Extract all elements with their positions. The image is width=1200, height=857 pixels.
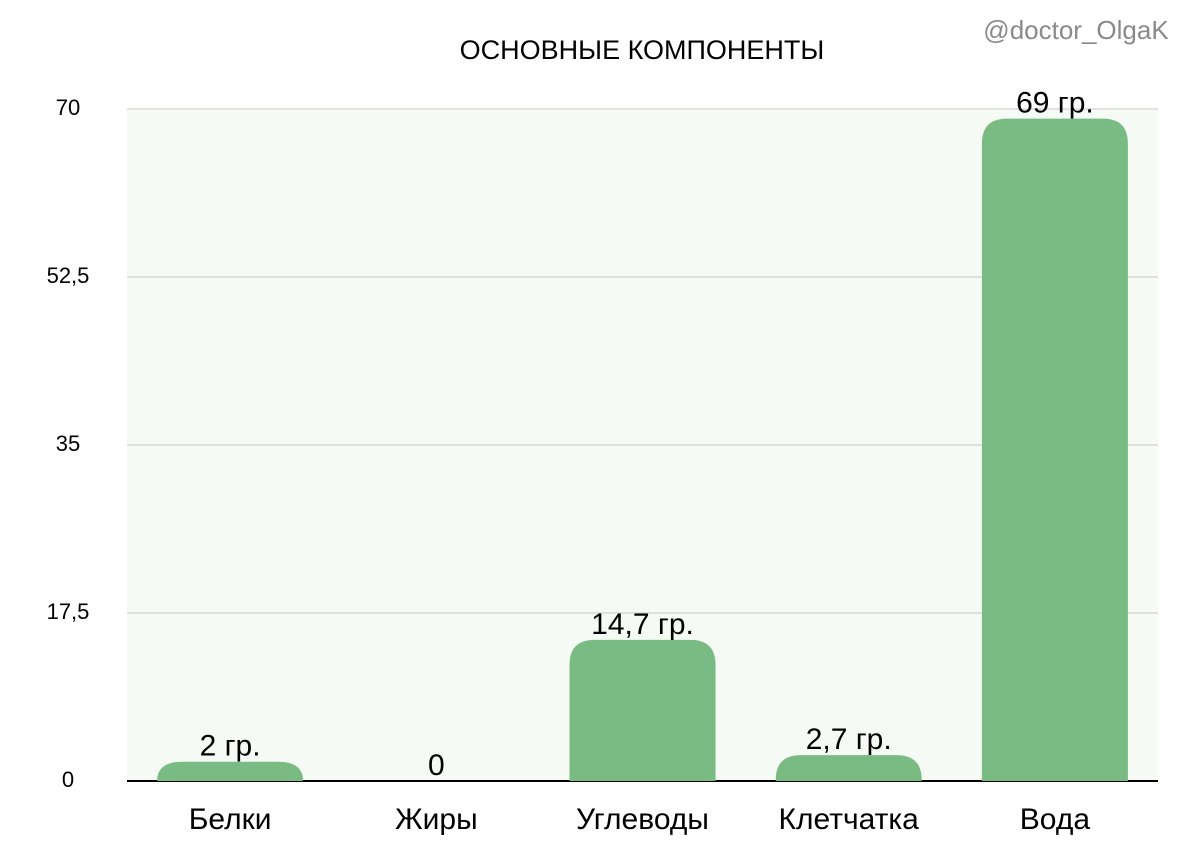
y-tick-label: 0 <box>62 767 74 792</box>
bar <box>157 761 304 781</box>
data-label: 2 гр. <box>200 730 261 763</box>
y-tick-label: 35 <box>56 431 80 456</box>
x-tick-label: Вода <box>1020 803 1091 836</box>
data-label: 14,7 гр. <box>591 608 694 641</box>
data-label: 2,7 гр. <box>806 723 892 756</box>
watermark: @doctor_OlgaK <box>983 15 1169 45</box>
x-tick-label: Углеводы <box>576 803 709 836</box>
x-tick-label: Жиры <box>395 803 478 836</box>
data-label: 0 <box>428 749 445 782</box>
x-tick-label: Клетчатка <box>779 803 920 836</box>
bar <box>981 118 1128 782</box>
x-tick-label: Белки <box>189 803 272 836</box>
bar <box>569 639 716 781</box>
y-tick-label: 70 <box>56 95 80 120</box>
chart-title: ОСНОВНЫЕ КОМПОНЕНТЫ <box>460 35 825 65</box>
data-label: 69 гр. <box>1016 87 1094 120</box>
y-tick-label: 17,5 <box>47 599 90 624</box>
y-tick-label: 52,5 <box>47 263 90 288</box>
bar <box>775 755 922 781</box>
